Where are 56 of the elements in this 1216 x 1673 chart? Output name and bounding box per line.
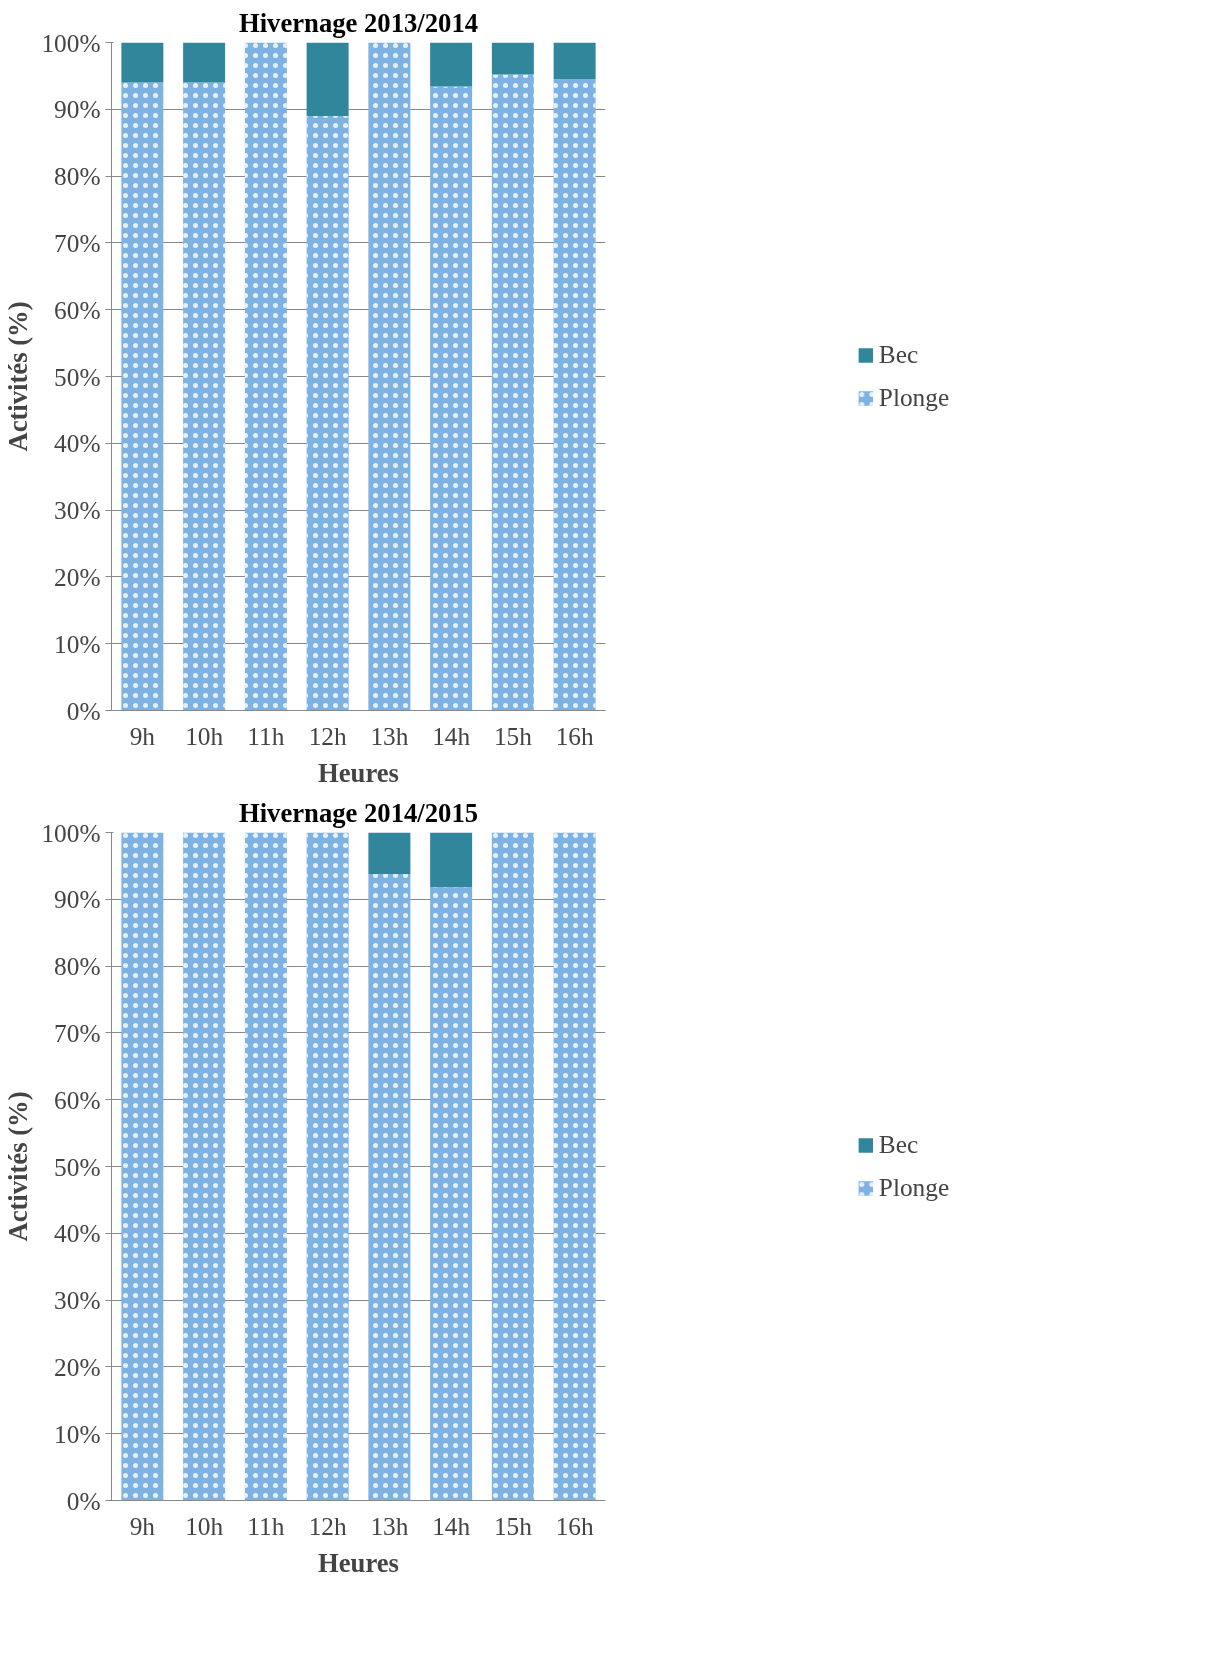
y-tick-label: 80% <box>54 162 101 191</box>
y-tick-label: 90% <box>54 95 101 124</box>
x-tick-label: 13h <box>370 721 409 750</box>
x-tick-label: 11h <box>247 1511 285 1540</box>
legend-label: Plonge <box>878 1173 950 1202</box>
bar <box>368 832 411 874</box>
y-tick-label: 40% <box>54 1219 101 1248</box>
y-tick-label: 10% <box>54 629 101 658</box>
x-tick-label: 15h <box>493 1511 533 1540</box>
bar <box>430 42 473 87</box>
x-tick-label: 13h <box>370 1511 409 1540</box>
y-tick-label: 20% <box>54 1352 101 1381</box>
x-tick-label: 14h <box>432 1511 471 1540</box>
y-tick-label: 100% <box>41 28 101 57</box>
y-tick-label: 70% <box>54 228 101 257</box>
y-tick-label: 90% <box>54 885 101 914</box>
y-tick-label: 50% <box>54 362 101 391</box>
y-tick-label: 60% <box>54 1085 101 1114</box>
y-tick-label: 20% <box>54 562 101 591</box>
x-tick-label: 9h <box>129 721 156 750</box>
y-tick-label: 60% <box>54 295 101 324</box>
y-tick-label: 0% <box>66 1486 101 1515</box>
y-tick-label: 50% <box>54 1152 101 1181</box>
x-tick-label: 11h <box>247 721 285 750</box>
x-tick-label: 14h <box>432 721 471 750</box>
x-tick-label: 16h <box>555 721 594 750</box>
bar <box>183 42 226 83</box>
x-tick-label: 12h <box>308 1511 347 1540</box>
y-axis-title: Activités (%) <box>3 301 34 452</box>
x-tick-label: 15h <box>493 721 533 750</box>
bar <box>553 42 596 80</box>
bar <box>491 42 534 75</box>
x-tick-label: 12h <box>308 721 347 750</box>
x-axis-title: Heures <box>318 1547 399 1578</box>
y-tick-label: 30% <box>54 1286 101 1315</box>
chart-title: Hivernage 2013/2014 <box>238 7 479 38</box>
x-tick-label: 16h <box>555 1511 594 1540</box>
legend-label: Bec <box>878 1130 919 1159</box>
y-tick-label: 70% <box>54 1018 101 1047</box>
chart-title: Hivernage 2014/2015 <box>238 797 479 828</box>
bar <box>121 42 164 83</box>
x-tick-label: 9h <box>129 1511 156 1540</box>
y-axis-title: Activités (%) <box>3 1091 34 1242</box>
x-tick-label: 10h <box>185 1511 224 1540</box>
bar <box>306 42 349 116</box>
x-tick-label: 10h <box>185 721 224 750</box>
y-tick-label: 10% <box>54 1419 101 1448</box>
x-axis-title: Heures <box>318 757 399 788</box>
legend-label: Plonge <box>878 383 950 412</box>
y-tick-label: 30% <box>54 496 101 525</box>
y-tick-label: 40% <box>54 429 101 458</box>
y-tick-label: 100% <box>41 818 101 847</box>
y-tick-label: 0% <box>66 696 101 725</box>
legend-label: Bec <box>878 340 919 369</box>
y-tick-label: 80% <box>54 952 101 981</box>
bar <box>430 832 473 888</box>
